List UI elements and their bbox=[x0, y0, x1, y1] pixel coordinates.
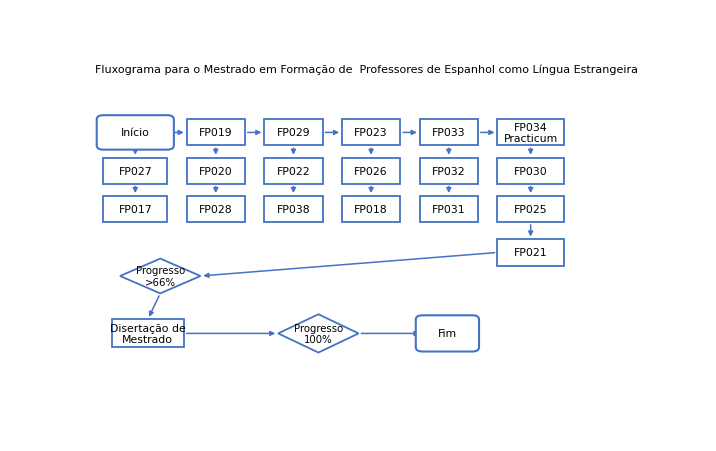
Text: FP025: FP025 bbox=[514, 205, 548, 215]
FancyBboxPatch shape bbox=[420, 158, 478, 184]
Text: FP038: FP038 bbox=[276, 205, 310, 215]
FancyBboxPatch shape bbox=[187, 197, 245, 222]
FancyBboxPatch shape bbox=[342, 120, 400, 146]
FancyBboxPatch shape bbox=[498, 158, 564, 184]
Text: FP017: FP017 bbox=[118, 205, 152, 215]
FancyBboxPatch shape bbox=[420, 120, 478, 146]
FancyBboxPatch shape bbox=[498, 240, 564, 266]
Text: FP023: FP023 bbox=[354, 128, 388, 138]
Text: FP027: FP027 bbox=[118, 166, 152, 176]
FancyBboxPatch shape bbox=[103, 197, 168, 222]
FancyBboxPatch shape bbox=[264, 197, 322, 222]
Text: Fluxograma para o Mestrado em Formação de  Professores de Espanhol como Língua E: Fluxograma para o Mestrado em Formação d… bbox=[95, 64, 639, 75]
FancyBboxPatch shape bbox=[342, 158, 400, 184]
Text: Progresso
100%: Progresso 100% bbox=[294, 323, 343, 345]
FancyBboxPatch shape bbox=[416, 316, 479, 352]
FancyBboxPatch shape bbox=[498, 197, 564, 222]
FancyBboxPatch shape bbox=[187, 120, 245, 146]
Text: Progresso
>66%: Progresso >66% bbox=[135, 266, 185, 287]
FancyBboxPatch shape bbox=[187, 158, 245, 184]
Text: FP019: FP019 bbox=[199, 128, 233, 138]
Text: FP031: FP031 bbox=[432, 205, 465, 215]
Text: FP022: FP022 bbox=[276, 166, 310, 176]
FancyBboxPatch shape bbox=[264, 158, 322, 184]
Text: FP026: FP026 bbox=[354, 166, 388, 176]
Text: FP029: FP029 bbox=[276, 128, 310, 138]
Text: Disertação de
Mestrado: Disertação de Mestrado bbox=[110, 323, 185, 345]
FancyBboxPatch shape bbox=[264, 120, 322, 146]
Polygon shape bbox=[278, 315, 359, 353]
FancyBboxPatch shape bbox=[420, 197, 478, 222]
Polygon shape bbox=[120, 259, 200, 294]
Text: FP030: FP030 bbox=[514, 166, 548, 176]
Text: FP020: FP020 bbox=[199, 166, 233, 176]
Text: FP034
Practicum: FP034 Practicum bbox=[503, 122, 558, 144]
Text: Fim: Fim bbox=[438, 329, 457, 339]
FancyBboxPatch shape bbox=[97, 116, 174, 150]
Text: Início: Início bbox=[121, 128, 150, 138]
Text: FP033: FP033 bbox=[432, 128, 465, 138]
Text: FP032: FP032 bbox=[432, 166, 465, 176]
Text: FP028: FP028 bbox=[199, 205, 233, 215]
FancyBboxPatch shape bbox=[498, 120, 564, 146]
FancyBboxPatch shape bbox=[103, 158, 168, 184]
Text: FP021: FP021 bbox=[514, 248, 548, 258]
FancyBboxPatch shape bbox=[112, 320, 184, 348]
Text: FP018: FP018 bbox=[354, 205, 388, 215]
FancyBboxPatch shape bbox=[342, 197, 400, 222]
